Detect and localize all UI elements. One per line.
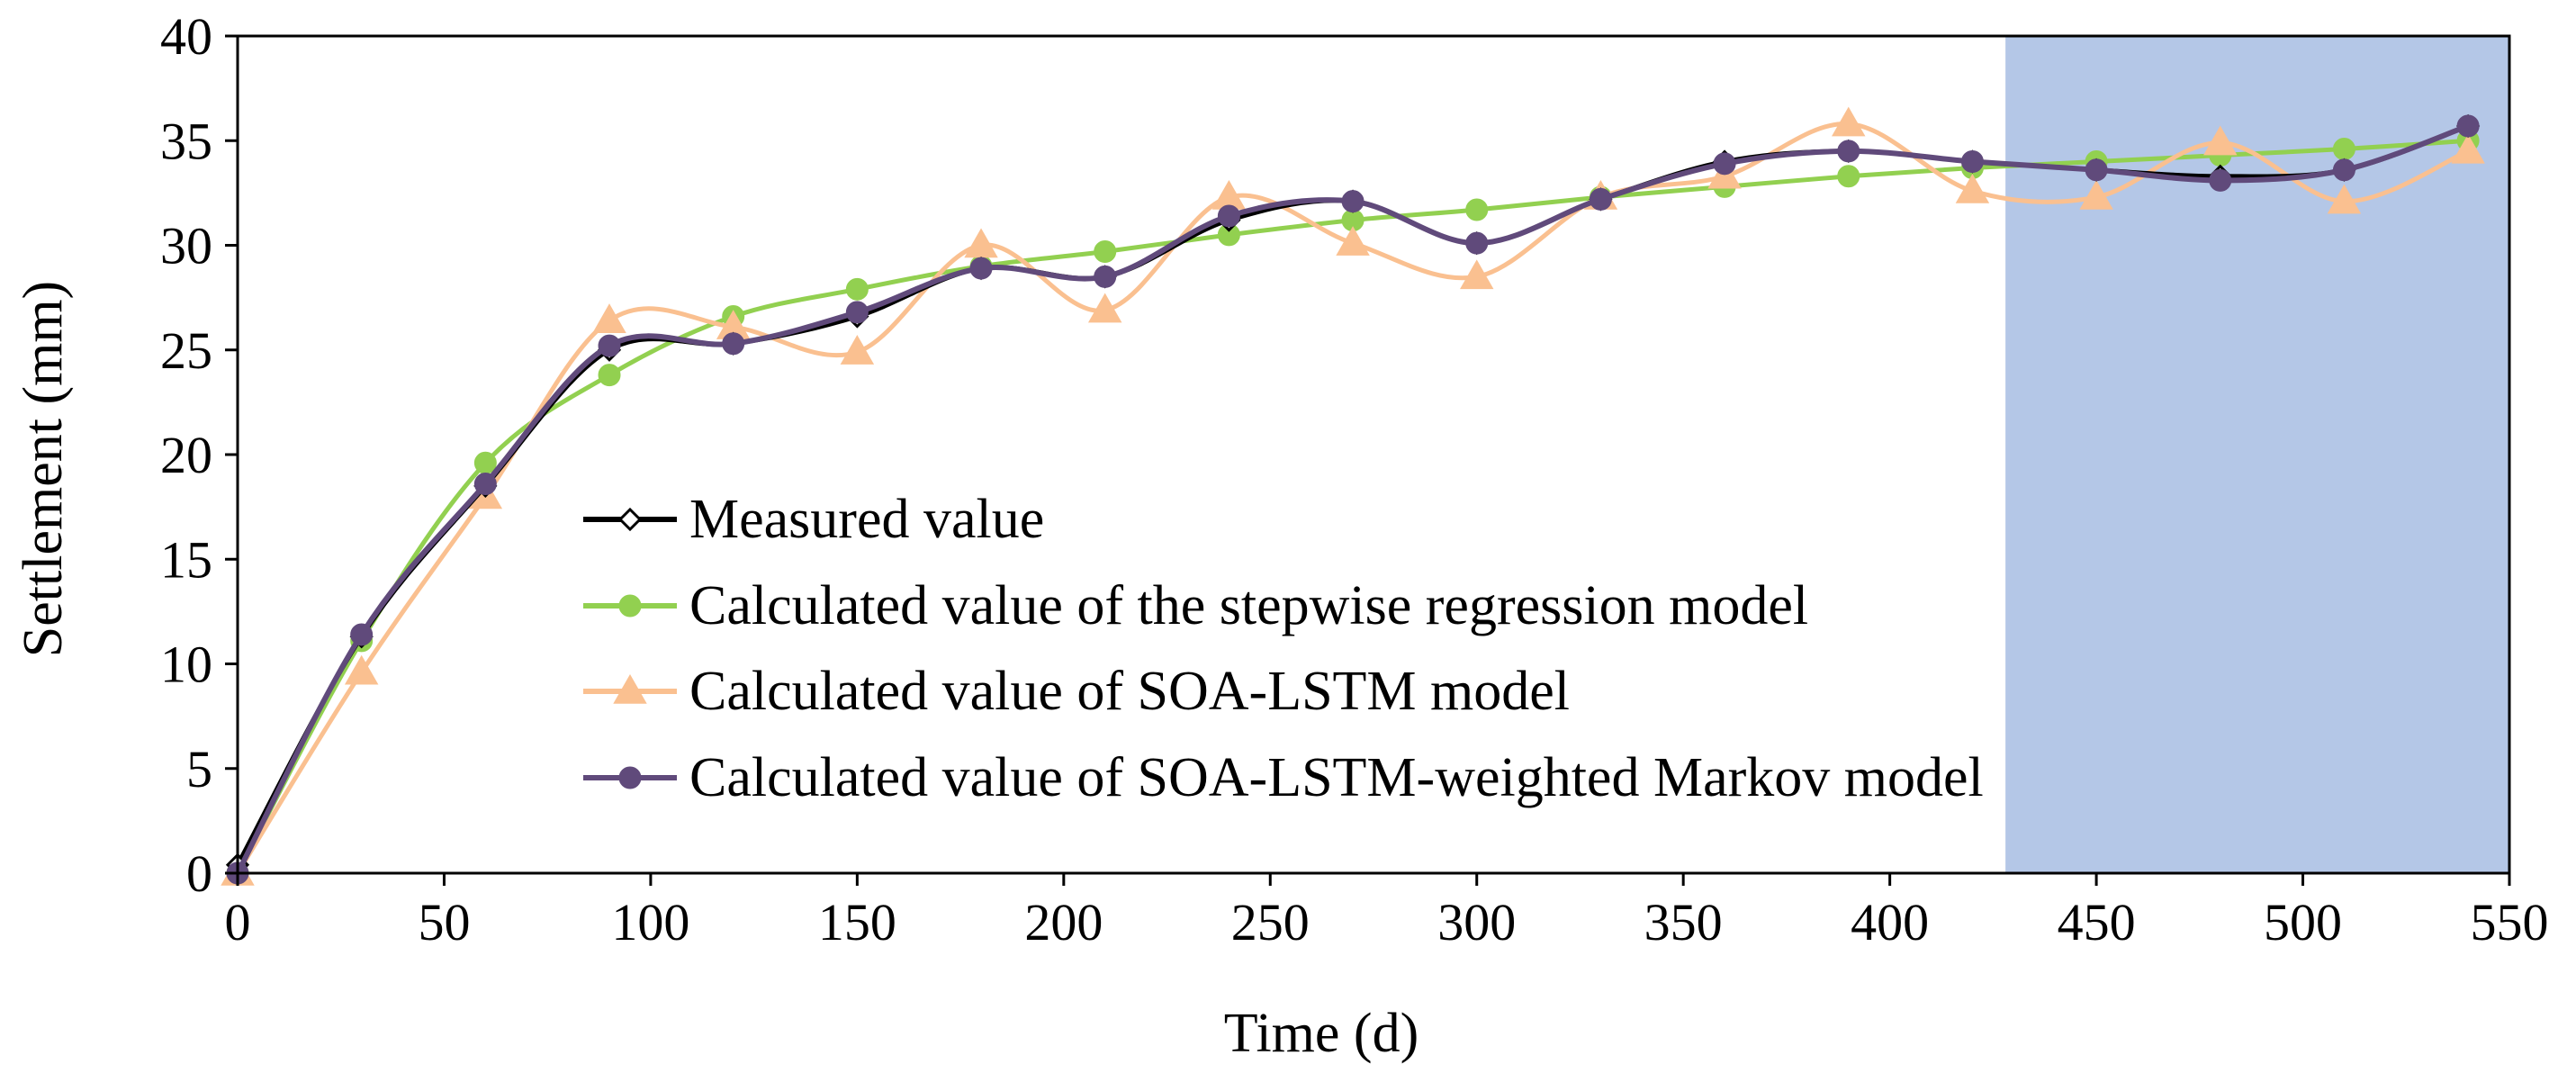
data-point (1087, 293, 1122, 323)
data-point (1465, 231, 1489, 255)
x-tick-label: 200 (1024, 893, 1103, 951)
legend-item: Calculated value of SOA-LSTM-weighted Ma… (583, 747, 1984, 808)
data-point (969, 257, 993, 280)
data-point (2209, 168, 2232, 192)
data-point (845, 277, 869, 301)
data-point (1955, 174, 1990, 203)
axes-layer (225, 34, 2511, 886)
x-axis-title: Time (d) (1224, 1003, 1419, 1064)
x-tick-label: 300 (1437, 893, 1516, 951)
data-point (1336, 226, 1370, 256)
y-tick-label: 25 (160, 321, 212, 380)
data-point (722, 332, 745, 356)
x-tick-label: 250 (1231, 893, 1310, 951)
data-point (1589, 187, 1612, 211)
data-point (2332, 138, 2355, 161)
y-tick-label: 0 (186, 844, 212, 903)
x-tick-label: 100 (611, 893, 689, 951)
series-line (235, 123, 2470, 875)
legend: Measured value Calculated value of the st… (583, 489, 1984, 808)
y-tick-label: 35 (160, 112, 212, 170)
data-point (845, 301, 869, 324)
data-point (2327, 184, 2362, 214)
x-tick-label: 400 (1851, 893, 1929, 951)
legend-item: Calculated value of SOA-LSTM model (583, 661, 1570, 722)
data-point (344, 654, 379, 685)
data-point (2079, 180, 2113, 210)
data-point (473, 473, 497, 496)
legend-label: Calculated value of SOA-LSTM model (689, 661, 1570, 722)
legend-label: Calculated value of the stepwise regress… (689, 575, 1808, 636)
data-point (598, 334, 621, 357)
data-point (2085, 158, 2108, 182)
x-tick-label: 450 (2058, 893, 2136, 951)
x-tick-label: 50 (418, 893, 470, 951)
x-tick-label: 550 (2471, 893, 2549, 951)
data-point (1217, 204, 1240, 228)
data-point (1341, 190, 1365, 213)
data-point (350, 623, 374, 646)
y-tick-label: 5 (186, 740, 212, 798)
data-point (1832, 106, 1866, 137)
data-point (840, 335, 875, 365)
y-axis-title: Settlement (mm) (13, 281, 74, 657)
y-tick-label: 10 (160, 636, 212, 694)
data-point (1094, 265, 1117, 288)
legend-item: Measured value (583, 489, 1044, 550)
x-tick-label: 150 (818, 893, 896, 951)
data-point (618, 594, 642, 618)
legend-label: Measured value (689, 489, 1044, 550)
data-point (618, 766, 642, 789)
data-point (598, 364, 621, 387)
tick-labels: 0 50 100 150 200 250 300 350 400 450 500 550 0 5 10 15 2… (160, 7, 2549, 951)
data-point (473, 451, 497, 474)
data-point (1460, 259, 1494, 290)
data-point (1960, 150, 1984, 173)
y-tick-label: 40 (160, 7, 212, 66)
data-point (1094, 239, 1117, 263)
data-point (2203, 125, 2238, 156)
data-point (1837, 165, 1860, 188)
y-tick-label: 15 (160, 530, 212, 589)
data-point (1837, 140, 1860, 163)
series-4 (226, 114, 2480, 885)
data-point (2456, 114, 2480, 138)
data-point (2451, 133, 2485, 164)
x-tick-label: 0 (225, 893, 251, 951)
data-point (592, 303, 626, 333)
y-tick-label: 30 (160, 217, 212, 275)
y-tick-label: 20 (160, 426, 212, 484)
data-point (1465, 198, 1489, 221)
legend-label: Calculated value of SOA-LSTM-weighted Ma… (689, 747, 1984, 808)
series-layer (221, 106, 2485, 886)
data-point (2332, 158, 2355, 182)
data-point (613, 673, 647, 704)
legend-item: Calculated value of the stepwise regress… (583, 575, 1808, 636)
data-point (1713, 152, 1736, 176)
x-tick-label: 350 (1644, 893, 1723, 951)
x-tick-label: 500 (2264, 893, 2342, 951)
data-point (617, 507, 643, 532)
